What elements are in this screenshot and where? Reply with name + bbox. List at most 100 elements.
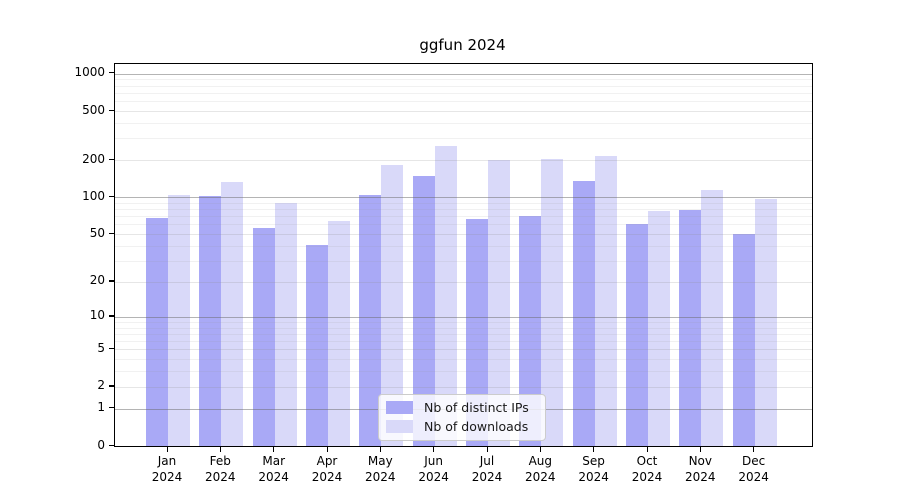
y-tick-label-20: 20 xyxy=(89,273,105,288)
gridline-y-60 xyxy=(115,224,812,226)
x-tick-may xyxy=(379,446,382,452)
x-tick-label-aug: Aug 2024 xyxy=(525,454,556,484)
gridline-y-600 xyxy=(115,101,812,103)
gridline-y-300 xyxy=(115,138,812,140)
bar-downloads-jun xyxy=(434,146,457,446)
bar-downloads-aug xyxy=(541,158,564,446)
x-tick-label-mar: Mar 2024 xyxy=(258,454,289,484)
gridline-y-6 xyxy=(115,341,812,343)
x-tick-label-jun: Jun 2024 xyxy=(418,454,449,484)
bar-downloads-feb xyxy=(221,182,244,446)
bar-ips-sep xyxy=(572,181,595,446)
bar-downloads-nov xyxy=(701,190,724,446)
bar-downloads-sep xyxy=(594,155,617,446)
x-tick-jul xyxy=(486,446,488,452)
gridline-y-500 xyxy=(115,111,812,112)
gridline-y-1000 xyxy=(115,73,812,75)
gridline-y-400 xyxy=(115,122,812,124)
y-tick-label-200: 200 xyxy=(82,151,105,166)
x-tick-apr xyxy=(326,446,328,452)
plot-area xyxy=(114,63,813,447)
bar-ips-jul xyxy=(466,219,488,446)
bar-downloads-jan xyxy=(168,194,190,446)
y-tick-label-10: 10 xyxy=(89,308,105,323)
y-tick-0 xyxy=(109,444,114,446)
x-tick-label-feb: Feb 2024 xyxy=(205,454,236,484)
y-tick-label-2: 2 xyxy=(97,378,105,393)
gridline-y-80 xyxy=(115,209,812,211)
y-tick-20 xyxy=(109,280,114,282)
gridline-y-2 xyxy=(115,386,812,388)
legend-entry-downloads: Nb of downloads xyxy=(386,419,537,434)
bar-ips-aug xyxy=(519,216,542,446)
y-tick-label-500: 500 xyxy=(82,102,105,117)
x-tick-nov xyxy=(699,446,702,452)
gridline-y-800 xyxy=(115,85,812,87)
gridline-y-100 xyxy=(115,197,812,199)
gridline-y-10 xyxy=(115,316,812,318)
x-tick-label-may: May 2024 xyxy=(365,454,396,484)
y-tick-label-50: 50 xyxy=(89,225,105,240)
gridline-y-200 xyxy=(115,160,812,162)
legend: Nb of distinct IPs Nb of downloads xyxy=(378,394,546,441)
gridline-y-30 xyxy=(115,260,812,262)
x-tick-jun xyxy=(433,446,435,452)
bar-ips-feb xyxy=(199,195,222,446)
y-tick-500 xyxy=(109,109,114,111)
y-tick-100 xyxy=(109,195,114,198)
x-tick-label-sep: Sep 2024 xyxy=(578,454,609,484)
y-tick-1000 xyxy=(109,72,114,74)
y-tick-1 xyxy=(109,407,114,409)
y-tick-label-1000: 1000 xyxy=(74,65,105,80)
gridline-y-3 xyxy=(115,371,812,373)
bar-ips-jun xyxy=(412,176,435,446)
bar-ips-jan xyxy=(146,217,168,446)
x-tick-label-dec: Dec 2024 xyxy=(738,454,769,484)
bar-ips-mar xyxy=(252,228,275,446)
gridline-y-900 xyxy=(115,79,812,81)
bar-downloads-dec xyxy=(754,198,777,446)
gridline-y-90 xyxy=(115,202,812,204)
bar-ips-nov xyxy=(679,209,702,446)
y-tick-label-5: 5 xyxy=(97,340,105,355)
gridline-y-40 xyxy=(115,245,812,247)
x-tick-feb xyxy=(219,446,222,452)
x-tick-label-apr: Apr 2024 xyxy=(311,454,343,484)
y-tick-200 xyxy=(109,158,114,160)
bar-ips-may xyxy=(359,194,382,446)
gridline-y-9 xyxy=(115,321,812,323)
x-tick-mar xyxy=(273,446,275,452)
bar-downloads-mar xyxy=(274,202,297,446)
x-tick-label-oct: Oct 2024 xyxy=(631,454,663,484)
bar-ips-apr xyxy=(306,244,328,446)
bar-ips-dec xyxy=(732,234,755,446)
x-tick-sep xyxy=(593,446,595,452)
bar-downloads-jul xyxy=(488,160,510,446)
legend-label-downloads: Nb of downloads xyxy=(424,419,529,434)
gridline-y-7 xyxy=(115,333,812,335)
gridline-y-5 xyxy=(115,349,812,351)
y-tick-label-100: 100 xyxy=(82,188,105,203)
legend-swatch-downloads xyxy=(386,420,413,433)
bar-ips-oct xyxy=(626,223,648,446)
x-tick-label-nov: Nov 2024 xyxy=(685,454,716,484)
y-tick-2 xyxy=(109,385,114,387)
y-tick-10 xyxy=(109,315,114,317)
legend-swatch-distinct-ips xyxy=(386,401,413,414)
x-tick-dec xyxy=(753,446,755,452)
bar-downloads-apr xyxy=(328,221,350,446)
gridline-y-20 xyxy=(115,281,812,283)
gridline-y-70 xyxy=(115,216,812,218)
y-tick-label-0: 0 xyxy=(97,437,105,452)
gridline-y-4 xyxy=(115,359,812,361)
legend-label-distinct-ips: Nb of distinct IPs xyxy=(424,400,529,415)
bar-downloads-oct xyxy=(648,211,670,446)
bar-downloads-may xyxy=(381,164,404,446)
y-tick-50 xyxy=(109,232,114,234)
legend-entry-distinct-ips: Nb of distinct IPs xyxy=(386,400,537,415)
x-tick-label-jul: Jul 2024 xyxy=(471,454,503,484)
y-tick-5 xyxy=(109,347,114,350)
x-tick-label-jan: Jan 2024 xyxy=(151,454,183,484)
gridline-y-700 xyxy=(115,92,812,94)
